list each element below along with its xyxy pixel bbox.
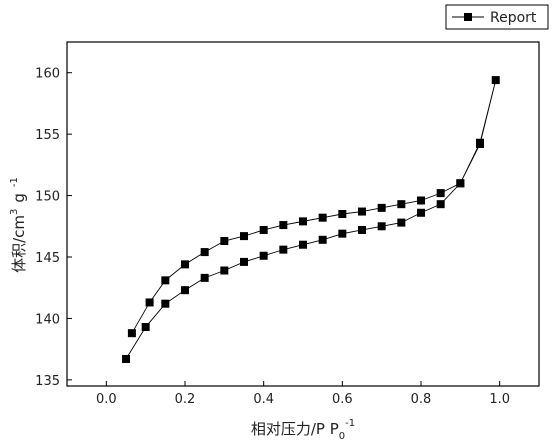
data-point <box>181 286 189 294</box>
data-point <box>240 258 248 266</box>
data-point <box>260 252 268 260</box>
data-point <box>146 298 154 306</box>
data-point <box>456 179 464 187</box>
x-tick-label: 1.0 <box>489 392 510 407</box>
data-point <box>279 246 287 254</box>
data-point <box>397 219 405 227</box>
x-tick-label: 0.2 <box>175 392 196 407</box>
x-axis-title-main: 相对压力/P P <box>251 420 339 438</box>
data-point <box>260 226 268 234</box>
y-axis-title-sup1: 3 <box>9 209 20 215</box>
y-tick-label: 140 <box>35 312 60 327</box>
plot-frame <box>67 42 539 386</box>
x-tick-label: 0.8 <box>411 392 432 407</box>
x-axis-title: 相对压力/P P0-1 <box>251 418 355 442</box>
data-point <box>378 204 386 212</box>
x-axis-title-sup: -1 <box>345 418 355 429</box>
data-point <box>279 221 287 229</box>
data-point <box>476 139 484 147</box>
data-point <box>240 232 248 240</box>
data-point <box>319 214 327 222</box>
data-point <box>220 267 228 275</box>
x-axis-title-sub: 0 <box>339 431 345 442</box>
data-point <box>437 200 445 208</box>
y-tick-label: 145 <box>35 251 60 266</box>
data-point <box>201 248 209 256</box>
data-point <box>397 200 405 208</box>
x-tick-label: 0.6 <box>332 392 353 407</box>
x-tick-label: 0.4 <box>253 392 274 407</box>
x-ticks: 0.0 0.2 0.4 0.6 0.8 1.0 <box>96 381 510 407</box>
data-point <box>492 76 500 84</box>
data-point <box>437 189 445 197</box>
data-point <box>142 323 150 331</box>
series-layer <box>122 76 500 363</box>
data-point <box>201 274 209 282</box>
data-point <box>161 300 169 308</box>
data-point <box>417 209 425 217</box>
data-point <box>319 236 327 244</box>
y-axis-title-sup2: -1 <box>9 177 20 187</box>
y-tick-label: 155 <box>35 128 60 143</box>
y-tick-label: 160 <box>35 67 60 82</box>
series-line <box>126 80 496 359</box>
y-tick-label: 135 <box>35 374 60 389</box>
data-point <box>299 241 307 249</box>
data-point <box>299 217 307 225</box>
data-point <box>161 276 169 284</box>
data-point <box>338 210 346 218</box>
data-point <box>358 226 366 234</box>
data-point <box>378 222 386 230</box>
y-tick-label: 150 <box>35 190 60 205</box>
data-point <box>220 237 228 245</box>
data-point <box>128 329 136 337</box>
data-point <box>358 208 366 216</box>
data-point <box>181 260 189 268</box>
data-point <box>338 230 346 238</box>
y-axis-title-main: 体积/cm <box>10 215 28 273</box>
legend: Report <box>446 5 548 29</box>
y-axis-title-mid: g <box>10 193 28 203</box>
legend-label-report: Report <box>490 10 537 26</box>
y-axis-title: 体积/cm3 g -1 <box>9 177 28 273</box>
data-point <box>417 196 425 204</box>
x-tick-label: 0.0 <box>96 392 117 407</box>
data-point <box>122 355 130 363</box>
legend-marker <box>464 13 472 21</box>
